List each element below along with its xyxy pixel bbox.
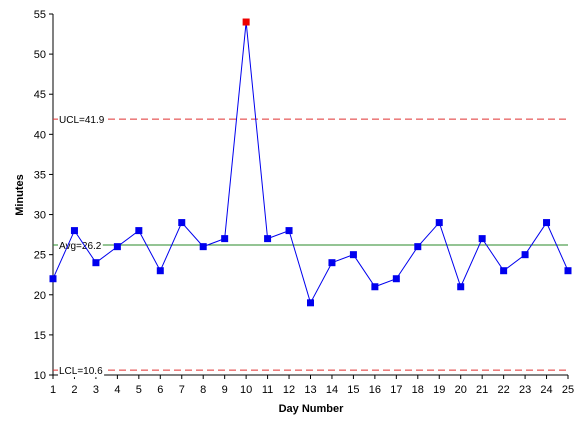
data-point — [199, 243, 207, 251]
data-point — [564, 267, 572, 275]
y-tick-label: 40 — [34, 129, 46, 141]
x-tick-label: 18 — [412, 384, 424, 396]
series — [49, 18, 572, 307]
x-tick-label: 7 — [179, 384, 185, 396]
x-tick-label: 16 — [369, 384, 381, 396]
data-point — [435, 219, 443, 227]
x-ticks: 1 2 3 4 5 6 7 8 9 10 11 12 13 14 15 16 17 18 19 20 21 22 23 24 2… — [50, 375, 574, 396]
data-point — [178, 219, 186, 227]
x-tick-label: 15 — [347, 384, 359, 396]
x-tick-label: 21 — [476, 384, 488, 396]
x-tick-label: 9 — [222, 384, 228, 396]
data-point — [328, 259, 336, 267]
x-tick-label: 23 — [519, 384, 531, 396]
out-of-control-point — [242, 18, 250, 26]
y-tick-label: 25 — [34, 250, 46, 262]
reference-line-label: UCL=41.9 — [59, 115, 105, 126]
reference-label-background — [58, 115, 106, 127]
y-tick-label: 45 — [34, 89, 46, 101]
data-point — [307, 299, 314, 307]
x-tick-label: 20 — [455, 384, 467, 396]
x-tick-label: 6 — [157, 384, 163, 396]
data-point — [49, 275, 57, 283]
y-tick-label: 20 — [34, 290, 46, 302]
data-point — [478, 235, 486, 243]
x-tick-label: 22 — [498, 384, 510, 396]
reference-line-label: Avg=26.2 — [59, 241, 102, 252]
y-tick-label: 35 — [34, 169, 46, 181]
reference-label-background — [58, 241, 103, 253]
data-point — [135, 227, 143, 235]
x-tick-label: 10 — [240, 384, 252, 396]
x-tick-label: 5 — [136, 384, 142, 396]
y-tick-label: 30 — [34, 210, 46, 222]
x-tick-label: 25 — [562, 384, 574, 396]
x-tick-label: 4 — [114, 384, 120, 396]
data-point — [521, 251, 529, 259]
data-point — [543, 219, 551, 227]
y-tick-label: 50 — [34, 49, 46, 61]
x-tick-label: 8 — [200, 384, 206, 396]
data-point — [414, 243, 422, 251]
x-tick-label: 2 — [71, 384, 77, 396]
data-point — [92, 259, 100, 267]
x-tick-label: 17 — [390, 384, 402, 396]
data-point — [371, 283, 379, 291]
data-point — [113, 243, 121, 251]
data-point — [500, 267, 508, 275]
reference-line-label: LCL=10.6 — [59, 366, 103, 377]
reference-label-background — [58, 366, 105, 378]
data-point — [221, 235, 229, 243]
x-tick-label: 24 — [540, 384, 552, 396]
data-point — [156, 267, 164, 275]
series-line — [52, 21, 569, 305]
x-tick-label: 14 — [326, 384, 338, 396]
y-tick-label: 10 — [34, 370, 46, 382]
data-point — [285, 227, 293, 235]
x-tick-label: 13 — [304, 384, 316, 396]
data-point — [349, 251, 357, 259]
y-tick-label: 55 — [34, 9, 46, 21]
data-point — [457, 283, 465, 291]
y-ticks: 10 15 20 25 30 35 40 45 50 55 — [34, 9, 53, 382]
x-tick-label: 19 — [433, 384, 445, 396]
data-point — [392, 275, 400, 283]
x-axis-title: Day Number — [279, 403, 345, 415]
data-point — [264, 235, 272, 243]
data-point — [70, 227, 78, 235]
x-tick-label: 3 — [93, 384, 99, 396]
y-axis-title: Minutes — [14, 174, 26, 216]
reference-lines: UCL=41.9 Avg=26.2 LCL=10.6 — [53, 115, 568, 378]
y-tick-label: 15 — [34, 330, 46, 342]
x-tick-label: 12 — [283, 384, 295, 396]
x-tick-label: 1 — [50, 384, 56, 396]
x-tick-label: 11 — [262, 384, 273, 396]
